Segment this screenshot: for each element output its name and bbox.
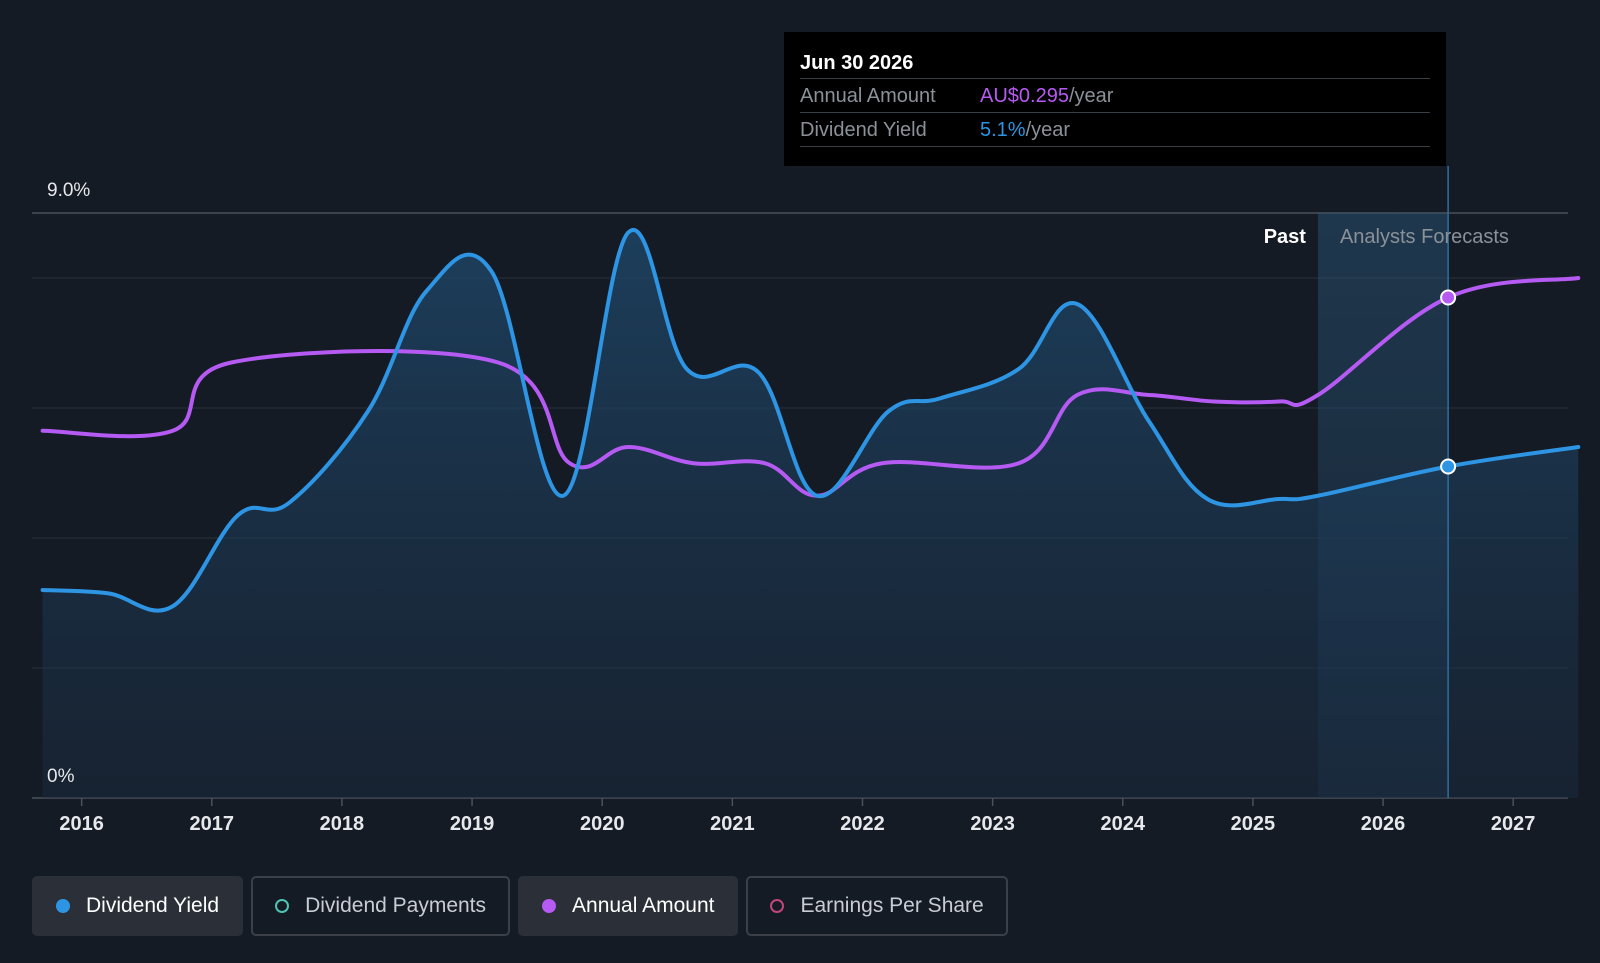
legend-dividend-payments[interactable]: Dividend Payments [251, 876, 511, 936]
x-tick-label: 2016 [59, 813, 104, 835]
legend-earnings-per-share[interactable]: Earnings Per Share [746, 876, 1008, 936]
x-tick-label: 2023 [970, 813, 1015, 835]
x-tick-label: 2027 [1491, 813, 1536, 835]
x-tick-label: 2024 [1101, 813, 1146, 835]
x-tick-label: 2022 [840, 813, 885, 835]
dividend-yield-line [40, 227, 1581, 613]
tooltip-unit: /year [1068, 85, 1114, 107]
dividend-yield-dot-icon [56, 899, 70, 913]
tooltip-value: AU$0.295 [980, 85, 1069, 107]
dividend-yield-marker [1440, 458, 1457, 475]
legend-annual-amount[interactable]: Annual Amount [518, 876, 739, 936]
tooltip-label: Annual Amount [800, 85, 936, 107]
x-tick-label: 2025 [1231, 813, 1276, 835]
forecast-label: Analysts Forecasts [1340, 226, 1509, 248]
legend-label: Annual Amount [572, 894, 715, 917]
y-tick-label-top: 9.0% [47, 180, 90, 201]
legend-label: Earnings Per Share [800, 894, 984, 917]
x-tick-label: 2017 [190, 813, 235, 835]
dividend-payments-ring-icon [275, 899, 290, 913]
tooltip-row-dividend-yield: Dividend Yield 5.1% /year [800, 113, 1430, 147]
x-tick-label: 2019 [450, 813, 495, 835]
tooltip-date: Jun 30 2026 [800, 48, 1430, 79]
earnings-per-share-ring-icon [770, 899, 785, 913]
y-tick-label-bottom: 0% [47, 766, 75, 787]
annual-amount-dot-icon [542, 899, 557, 913]
tooltip-label: Dividend Yield [800, 119, 927, 141]
tooltip-row-annual-amount: Annual Amount AU$0.295 /year [800, 79, 1430, 113]
legend-label: Dividend Yield [86, 894, 220, 917]
tooltip-value: 5.1% [980, 119, 1026, 141]
legend: Dividend Yield Dividend Payments Annual … [32, 876, 1008, 938]
tooltip: Jun 30 2026 Annual Amount AU$0.295 /year… [784, 32, 1446, 166]
tooltip-unit: /year [1025, 119, 1071, 141]
x-tick-label: 2020 [580, 813, 625, 835]
x-tick-label: 2021 [710, 813, 755, 835]
legend-dividend-yield[interactable]: Dividend Yield [32, 876, 244, 936]
x-tick-label: 2026 [1361, 813, 1406, 835]
past-label: Past [1264, 226, 1307, 248]
x-tick-label: 2018 [320, 813, 365, 835]
legend-label: Dividend Payments [305, 894, 487, 917]
annual-amount-marker [1440, 289, 1457, 306]
dividend-yield-area [42, 229, 1579, 799]
